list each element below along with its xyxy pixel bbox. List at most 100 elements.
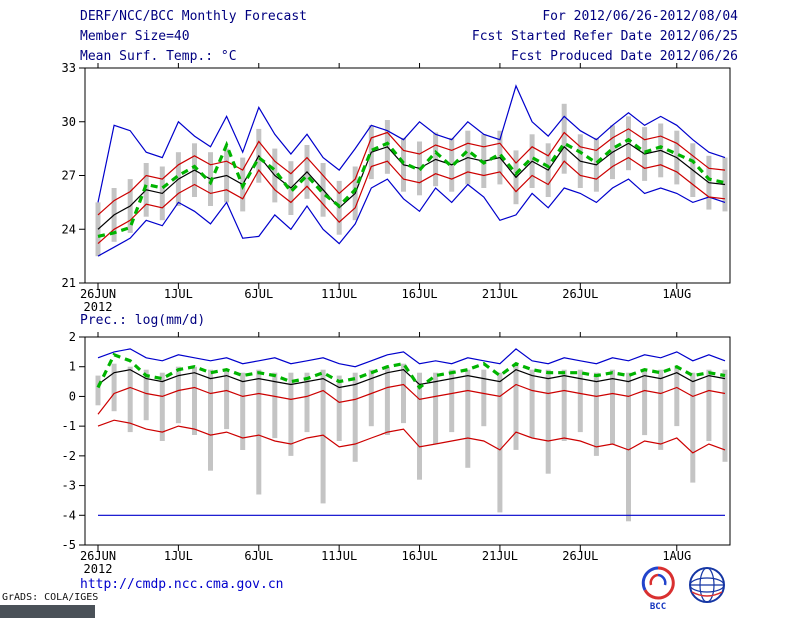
x-tick-label: 26JUL <box>562 287 598 301</box>
x-tick-label: 6JUL <box>244 549 273 563</box>
grads-credit: GrADS: COLA/IGES <box>2 592 99 603</box>
forecast-range: For 2012/06/26-2012/08/04 <box>542 9 738 24</box>
ensemble-spread-bar <box>175 366 181 424</box>
y-tick-label: 0 <box>69 389 76 403</box>
ensemble-spread-bar <box>159 372 165 441</box>
x-tick-label: 16JUL <box>401 549 437 563</box>
ensemble-spread-bar <box>401 363 406 424</box>
ensemble-spread-bar <box>481 369 487 427</box>
ensemble-spread-bar <box>497 372 503 513</box>
x-tick-label: 1AUG <box>662 287 691 301</box>
ensemble-spread-bar <box>384 366 390 435</box>
y-tick-label: -2 <box>62 449 76 463</box>
x-tick-label: 11JUL <box>321 549 357 563</box>
series-highlight-forecast <box>96 352 726 390</box>
ensemble-spread-bar <box>674 366 680 427</box>
y-tick-label: 1 <box>69 360 76 374</box>
bcc-logo-label: BCC <box>649 602 667 612</box>
x-tick-label: 21JUL <box>482 549 518 563</box>
ensemble-spread-bar <box>111 363 117 412</box>
ensemble-spread-bar <box>127 366 133 433</box>
series-ensemble-max <box>97 348 726 368</box>
fcst-produced-date: Fcst Produced Date 2012/06/26 <box>511 49 738 64</box>
ensemble-spread-bar <box>208 369 213 471</box>
plot-frame <box>84 67 731 284</box>
temp-chart: 21 24 27 30 33 26JUN 1JUL 6JUL 11JUL 16JUL 21JUL 26… <box>62 61 731 314</box>
y-tick-label: -5 <box>62 538 76 552</box>
ensemble-spread-bar <box>240 372 246 450</box>
ensemble-spread-bar <box>143 369 149 421</box>
ensemble-spread-bar <box>577 369 583 433</box>
x-tick-label: 16JUL <box>401 287 437 301</box>
series-mean-minus-spread <box>97 419 726 454</box>
ensemble-spread-bar <box>272 372 278 439</box>
taskbar-fragment <box>0 605 95 618</box>
y-tick-label: 2 <box>69 330 76 344</box>
series-ensemble-min <box>97 178 726 257</box>
ensemble-spread-bar <box>192 366 197 435</box>
series-ensemble-max <box>97 84 726 203</box>
ensemble-spread-bar <box>642 369 648 436</box>
y-tick-label: -1 <box>62 419 76 433</box>
ensemble-spread-bar <box>658 369 664 450</box>
ensemble-spread-bar <box>610 369 615 444</box>
x-tick-label: 11JUL <box>321 287 357 301</box>
x-tick-label: 1JUL <box>164 549 193 563</box>
ensemble-spread-bar <box>95 375 101 406</box>
x-tick-label: 26JUL <box>562 549 598 563</box>
y-tick-label: 33 <box>62 61 76 75</box>
temp-chart-title: Mean Surf. Temp.: °C <box>80 49 237 64</box>
bcc-logo: BCC <box>640 566 676 612</box>
ensemble-spread-bar <box>690 372 696 483</box>
fcst-started-date: Fcst Started Refer Date 2012/06/25 <box>471 29 738 44</box>
ensemble-spread-bar <box>288 372 294 456</box>
ensemble-spread-bar <box>561 369 567 441</box>
ensemble-spread-bar <box>513 363 519 450</box>
ensemble-spread-bar <box>320 369 326 504</box>
y-tick-label: 30 <box>62 115 76 129</box>
x-year-label: 2012 <box>84 562 113 576</box>
ensemble-spread-bar <box>626 372 631 522</box>
series-mean-plus-spread <box>97 128 726 216</box>
x-tick-label: 26JUN <box>80 287 116 301</box>
x-tick-label: 6JUL <box>244 287 273 301</box>
ensemble-spread-bar <box>352 372 358 462</box>
y-tick-label: 21 <box>62 276 76 290</box>
x-year-label: 2012 <box>84 300 113 314</box>
ncc-logo <box>686 564 728 610</box>
series-highlight-forecast <box>97 137 726 238</box>
precip-chart: -5 -4 -3 -2 -1 0 1 2 26JUN 1JUL 6JUL 11JUL 16JUL 21JU… <box>62 330 731 576</box>
ensemble-spread-bar <box>224 369 230 430</box>
ensemble-spread-bar <box>433 372 439 444</box>
x-tick-label: 26JUN <box>80 549 116 563</box>
precip-chart-title: Prec.: log(mm/d) <box>80 313 206 328</box>
x-tick-label: 21JUL <box>482 287 518 301</box>
y-tick-label: -4 <box>62 508 76 522</box>
series-mean-plus-spread <box>97 383 726 415</box>
ensemble-spread-bar <box>545 369 551 474</box>
ensemble-spread-bar <box>449 369 455 433</box>
ensemble-spread-bar <box>529 369 535 438</box>
ensemble-spread-bar <box>304 372 310 433</box>
plot-frame <box>84 336 731 546</box>
bcc-logo-icon <box>641 566 675 600</box>
member-size: Member Size=40 <box>80 29 190 44</box>
ensemble-spread-bar <box>417 372 422 480</box>
ensemble-spread-bar <box>465 369 471 468</box>
ensemble-spread-bar <box>706 369 712 441</box>
y-tick-label: 24 <box>62 222 76 236</box>
x-tick-label: 1JUL <box>164 287 193 301</box>
series-mean-minus-spread <box>97 156 726 245</box>
ensemble-spread-bar <box>336 375 342 441</box>
y-tick-label: 27 <box>62 169 76 183</box>
globe-icon <box>689 567 725 603</box>
y-tick-label: -3 <box>62 479 76 493</box>
ensemble-spread-bar <box>593 372 599 456</box>
ensemble-spread-bar <box>368 369 374 427</box>
ensemble-spread-bar <box>722 369 728 462</box>
website-url[interactable]: http://cmdp.ncc.cma.gov.cn <box>80 577 284 592</box>
ensemble-spread-bar <box>256 369 262 495</box>
x-tick-label: 1AUG <box>662 549 691 563</box>
